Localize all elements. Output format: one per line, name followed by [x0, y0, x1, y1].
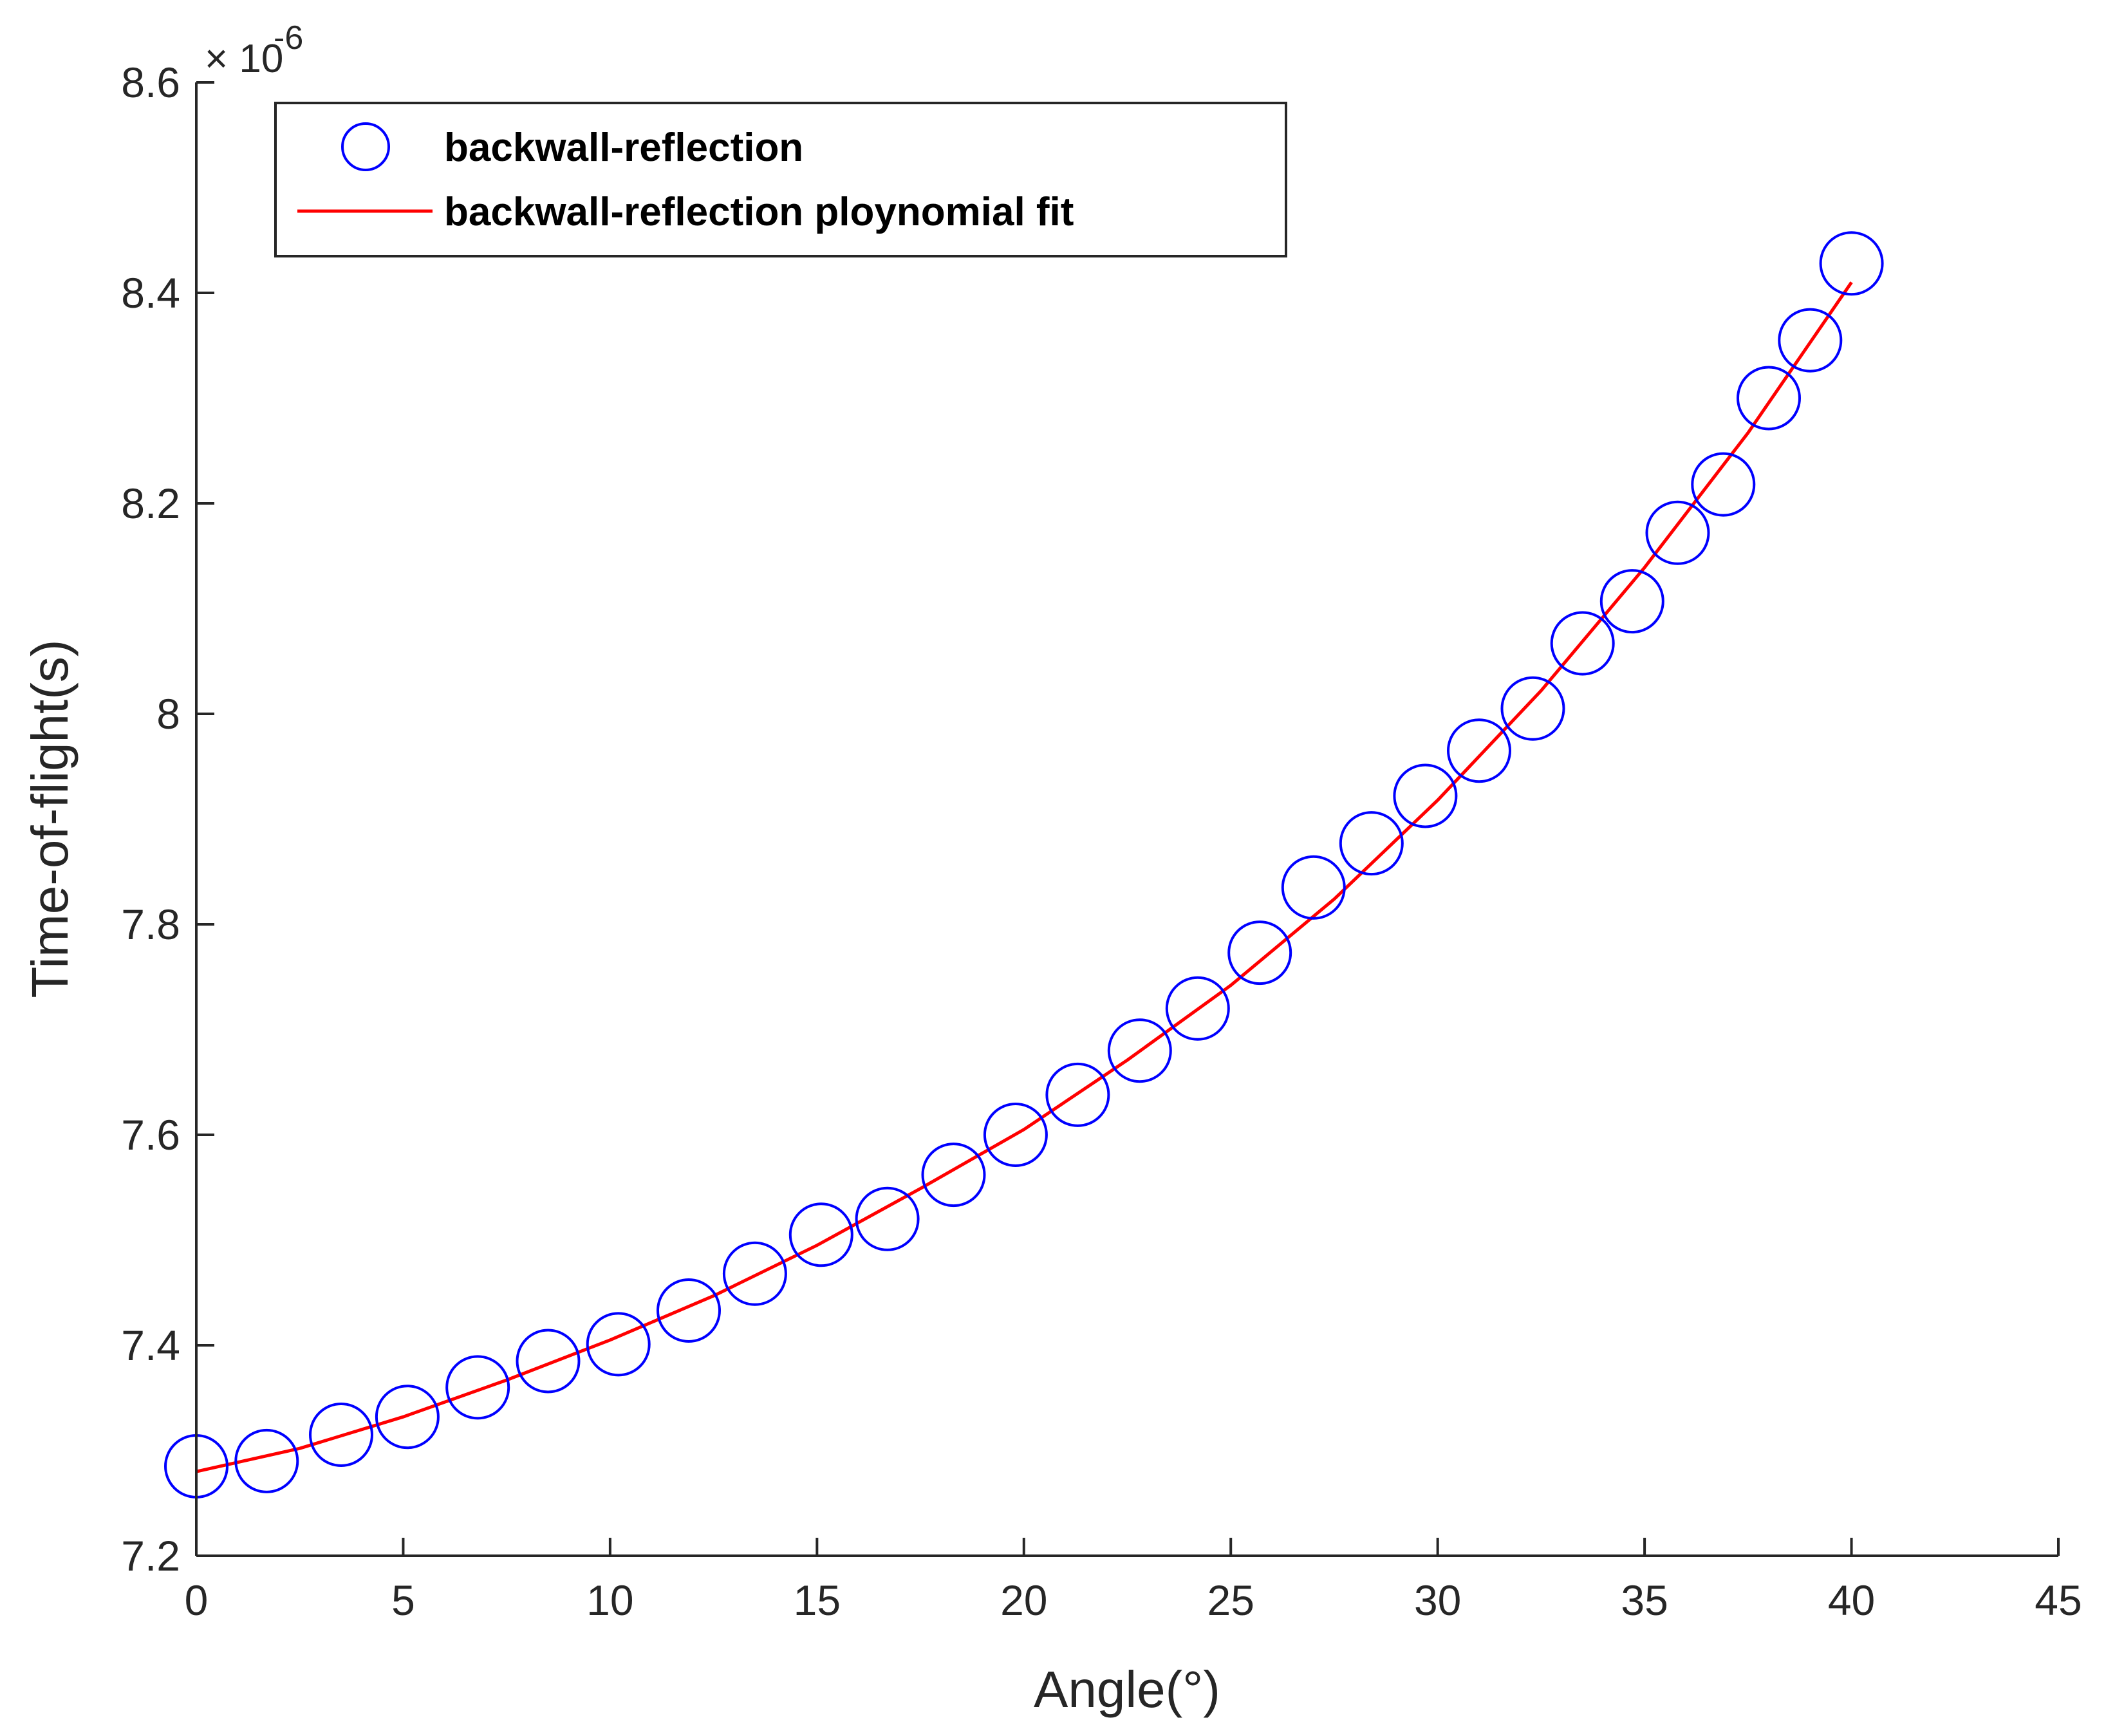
fit-line: [196, 281, 1853, 1473]
data-point: [445, 1355, 510, 1420]
data-point: [1737, 366, 1801, 431]
data-point: [1447, 718, 1511, 783]
x-tick-label: 5: [391, 1576, 415, 1624]
data-point: [1599, 569, 1664, 634]
x-tick-label: 45: [2035, 1576, 2082, 1624]
y-tick-label: 8.4: [121, 269, 180, 317]
data-point: [586, 1312, 651, 1377]
data-point: [309, 1403, 373, 1467]
series-layer: [164, 231, 1884, 1498]
x-tick-label: 40: [1828, 1576, 1875, 1624]
data-point: [1393, 763, 1458, 828]
y-exponent-multiplier: × 10: [205, 37, 283, 81]
x-tick-label: 30: [1414, 1576, 1461, 1624]
x-axis-label: Angle(°): [1034, 1661, 1220, 1718]
data-point: [1645, 500, 1710, 565]
axes-box: [196, 82, 2058, 1556]
data-point: [1339, 811, 1404, 876]
data-point: [722, 1241, 787, 1306]
data-point: [1045, 1062, 1110, 1127]
plot-area: [196, 82, 2058, 1556]
data-point: [921, 1143, 986, 1208]
data-point: [1691, 452, 1756, 517]
data-point: [1778, 308, 1843, 373]
y-exponent-value: -6: [274, 19, 303, 57]
data-point: [983, 1103, 1048, 1167]
legend: backwall-reflection backwall-reflection …: [274, 102, 1287, 257]
data-point: [1107, 1018, 1172, 1083]
x-tick-label: 15: [794, 1576, 841, 1624]
legend-marker-circle-icon: [341, 122, 390, 171]
data-point: [1281, 855, 1346, 920]
y-tick-label: 8.2: [121, 480, 180, 527]
y-tick-label: 8: [156, 690, 180, 738]
y-tick-label: 7.4: [121, 1321, 180, 1369]
data-point: [657, 1278, 721, 1343]
data-point: [1819, 231, 1884, 296]
x-tick-label: 10: [586, 1576, 633, 1624]
y-axis-label: Time-of-flight(s): [21, 639, 79, 998]
y-tick-label: 8.6: [121, 59, 180, 106]
y-tick-label: 7.6: [121, 1111, 180, 1159]
y-tick-label: 7.2: [121, 1532, 180, 1580]
data-point: [234, 1428, 299, 1493]
legend-label-polynomial-fit: backwall-reflection ploynomial fit: [444, 190, 1074, 234]
legend-label-backwall-reflection: backwall-reflection: [444, 126, 803, 170]
x-tick-label: 35: [1621, 1576, 1668, 1624]
y-tick-label: 7.8: [121, 901, 180, 948]
data-point: [1500, 676, 1565, 741]
x-tick-label: 0: [185, 1576, 209, 1624]
x-tick-label: 25: [1207, 1576, 1254, 1624]
data-point: [516, 1329, 581, 1394]
legend-box: [274, 102, 1287, 257]
axes-layer: 0 5 10 15 20 25 30 35 40 45 7.2 7.4 7.6 7.8 8 8.2 8.4 8.6: [121, 59, 2082, 1624]
data-point: [855, 1186, 920, 1251]
data-point: [788, 1202, 853, 1267]
x-tick-label: 20: [1000, 1576, 1047, 1624]
data-point: [1165, 976, 1230, 1041]
data-point: [375, 1385, 440, 1450]
data-point: [1550, 611, 1615, 676]
data-point: [1227, 920, 1292, 985]
